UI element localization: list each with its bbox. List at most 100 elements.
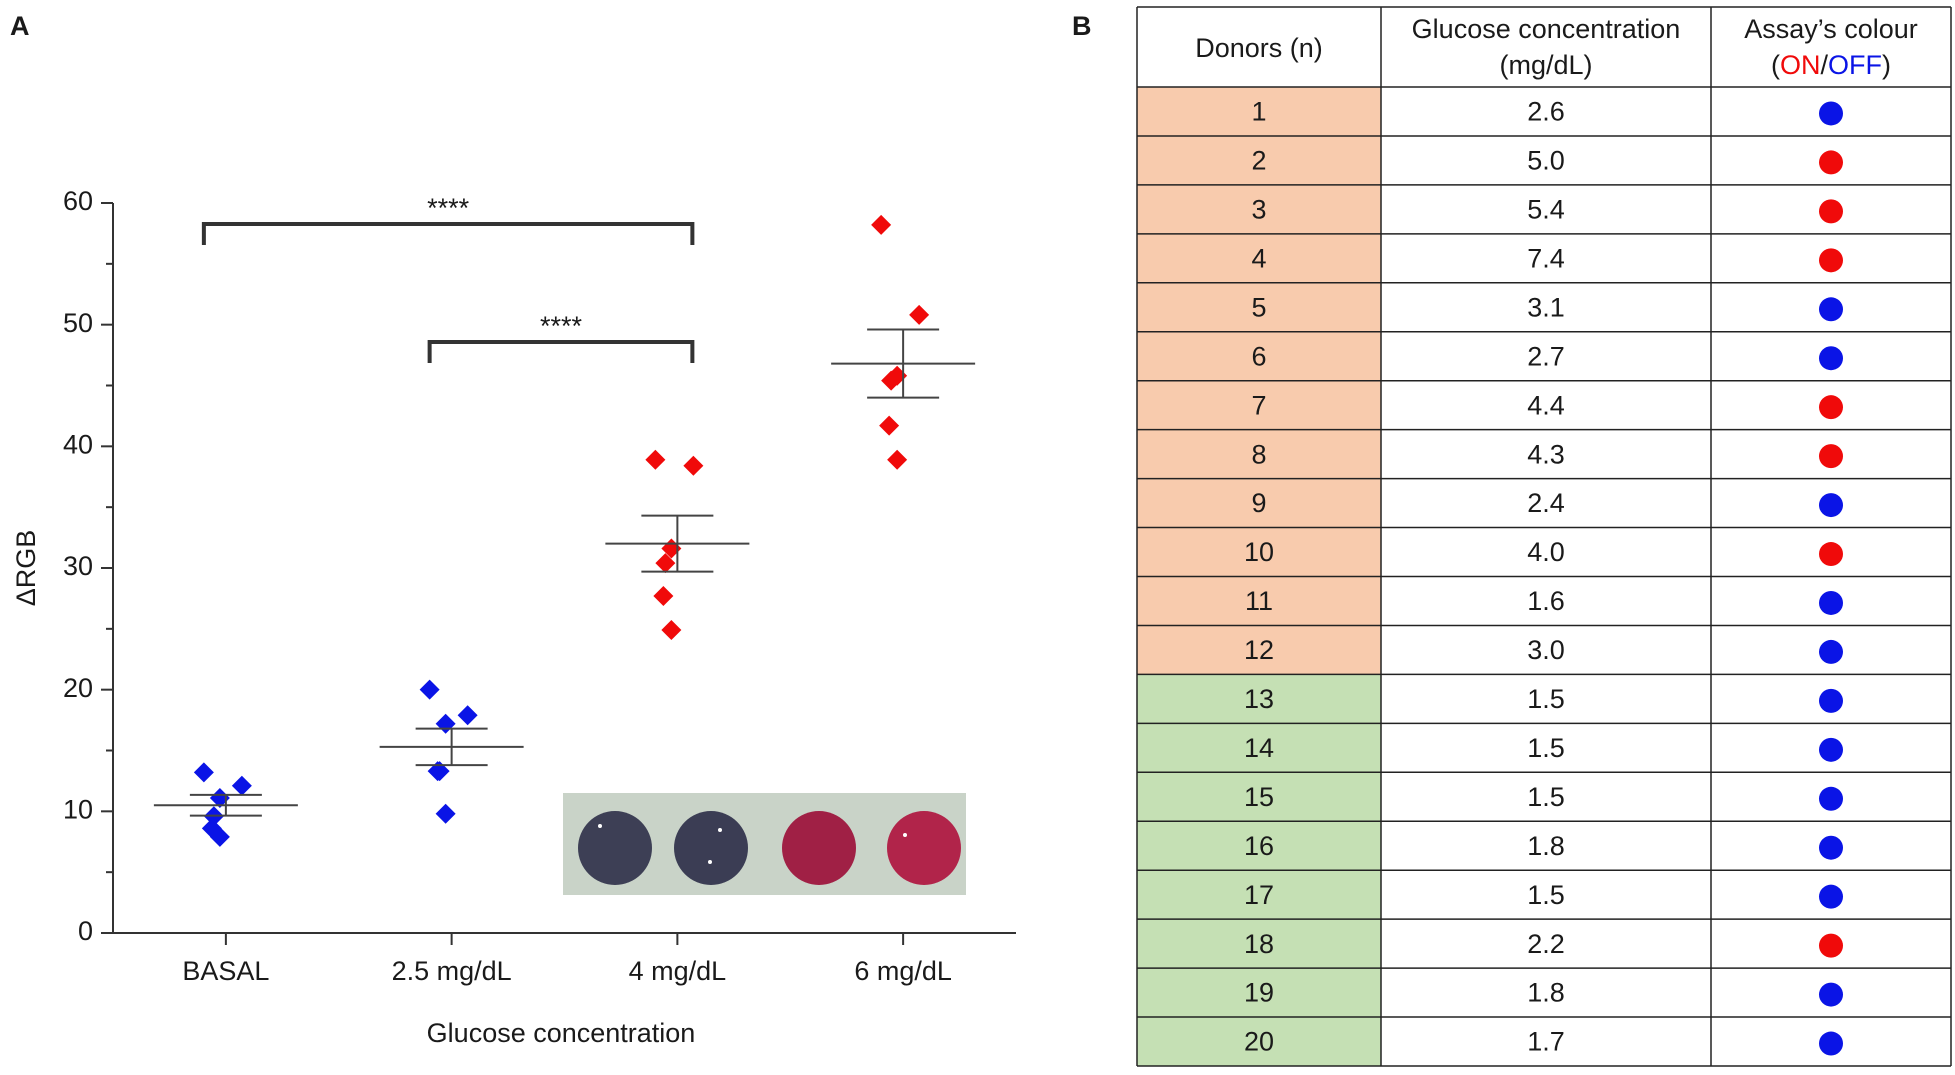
assay-dot bbox=[1819, 639, 1843, 664]
row-shade bbox=[1137, 625, 1381, 675]
data-point bbox=[661, 620, 682, 641]
row-shade bbox=[1137, 429, 1381, 479]
header-part: ) bbox=[1882, 50, 1891, 80]
assay-dot bbox=[1819, 590, 1843, 615]
row-shade bbox=[1137, 919, 1381, 969]
y-tick-label: 50 bbox=[63, 308, 93, 338]
header-cell: Assay’s colour bbox=[1744, 14, 1918, 44]
glucose-cell: 1.6 bbox=[1527, 586, 1565, 616]
data-point bbox=[655, 553, 676, 574]
y-axis-title: ΔRGB bbox=[11, 530, 41, 607]
data-point bbox=[881, 370, 902, 391]
donor-cell: 14 bbox=[1244, 733, 1274, 763]
glucose-cell: 1.5 bbox=[1527, 880, 1565, 910]
assay-dot bbox=[1819, 688, 1843, 713]
y-tick-label: 60 bbox=[63, 186, 93, 216]
x-tick-label: 6 mg/dL bbox=[854, 956, 952, 986]
y-tick-label: 10 bbox=[63, 794, 93, 824]
inset-photo bbox=[563, 793, 966, 895]
x-tick-label: 2.5 mg/dL bbox=[392, 956, 512, 986]
assay-dot bbox=[1819, 395, 1843, 420]
assay-dot bbox=[1819, 737, 1843, 762]
y-tick-label: 0 bbox=[78, 916, 93, 946]
assay-dot bbox=[1819, 150, 1843, 175]
glucose-cell: 1.8 bbox=[1527, 978, 1565, 1008]
significance-bracket bbox=[427, 340, 695, 363]
data-point bbox=[435, 803, 456, 824]
data-point bbox=[231, 775, 252, 796]
row-shade bbox=[1137, 331, 1381, 381]
glucose-cell: 3.0 bbox=[1527, 635, 1565, 665]
panel-label: A bbox=[10, 11, 30, 41]
data-point bbox=[879, 415, 900, 436]
row-shade bbox=[1137, 87, 1381, 136]
row-shade bbox=[1137, 870, 1381, 920]
row-shade bbox=[1137, 821, 1381, 871]
assay-dot bbox=[1819, 1031, 1843, 1056]
donor-cell: 16 bbox=[1244, 831, 1274, 861]
row-shade bbox=[1137, 723, 1381, 773]
row-shade bbox=[1137, 282, 1381, 332]
donor-cell: 8 bbox=[1251, 439, 1266, 469]
header-part: ( bbox=[1771, 50, 1780, 80]
row-shade bbox=[1137, 674, 1381, 724]
assay-dot bbox=[1819, 542, 1843, 567]
donor-cell: 18 bbox=[1244, 929, 1274, 959]
donor-cell: 3 bbox=[1251, 195, 1266, 225]
donor-cell: 20 bbox=[1244, 1027, 1274, 1057]
x-tick-label: BASAL bbox=[182, 956, 269, 986]
data-point bbox=[871, 214, 892, 235]
glucose-cell: 1.5 bbox=[1527, 733, 1565, 763]
assay-dot bbox=[1819, 493, 1843, 518]
glucose-cell: 5.4 bbox=[1527, 195, 1565, 225]
donor-cell: 6 bbox=[1251, 341, 1266, 371]
row-shade bbox=[1137, 576, 1381, 626]
donor-cell: 11 bbox=[1245, 586, 1273, 616]
data-point bbox=[683, 455, 704, 476]
significance-bracket bbox=[201, 222, 695, 245]
row-shade bbox=[1137, 135, 1381, 185]
header-cell: Glucose concentration bbox=[1412, 14, 1681, 44]
glucose-cell: 4.4 bbox=[1527, 390, 1565, 420]
glucose-cell: 4.3 bbox=[1527, 439, 1565, 469]
glucose-cell: 1.5 bbox=[1527, 782, 1565, 812]
x-axis-title: Glucose concentration bbox=[427, 1018, 696, 1048]
glucose-cell: 2.7 bbox=[1527, 341, 1565, 371]
data-point bbox=[887, 449, 908, 470]
header-cell: (mg/dL) bbox=[1499, 50, 1592, 80]
glucose-cell: 2.4 bbox=[1527, 488, 1565, 518]
donor-cell: 1 bbox=[1251, 97, 1266, 127]
donor-cell: 19 bbox=[1244, 978, 1274, 1008]
data-point bbox=[457, 705, 478, 726]
header-part: OFF bbox=[1828, 50, 1882, 80]
assay-dot bbox=[1819, 444, 1843, 469]
panel-label: B bbox=[1072, 11, 1092, 41]
data-point bbox=[645, 449, 666, 470]
donor-cell: 4 bbox=[1251, 243, 1266, 273]
assay-dot bbox=[1819, 248, 1843, 273]
glucose-cell: 2.2 bbox=[1527, 929, 1565, 959]
row-shade bbox=[1137, 184, 1381, 234]
assay-dot bbox=[1819, 297, 1843, 322]
row-shade bbox=[1137, 1017, 1381, 1066]
row-shade bbox=[1137, 968, 1381, 1018]
donor-cell: 5 bbox=[1251, 292, 1266, 322]
data-point bbox=[909, 304, 930, 325]
glucose-cell: 2.6 bbox=[1527, 97, 1565, 127]
row-shade bbox=[1137, 478, 1381, 528]
glucose-cell: 5.0 bbox=[1527, 146, 1565, 176]
donor-cell: 10 bbox=[1244, 537, 1274, 567]
glucose-cell: 1.8 bbox=[1527, 831, 1565, 861]
assay-dot bbox=[1819, 933, 1843, 958]
row-shade bbox=[1137, 380, 1381, 430]
data-point bbox=[209, 826, 230, 847]
glucose-cell: 4.0 bbox=[1527, 537, 1565, 567]
data-point bbox=[193, 762, 214, 783]
assay-dot bbox=[1819, 884, 1843, 909]
donor-cell: 12 bbox=[1244, 635, 1274, 665]
glucose-cell: 7.4 bbox=[1527, 243, 1565, 273]
table-header-bg bbox=[1137, 7, 1951, 87]
y-tick-label: 30 bbox=[63, 551, 93, 581]
data-point bbox=[427, 761, 448, 782]
